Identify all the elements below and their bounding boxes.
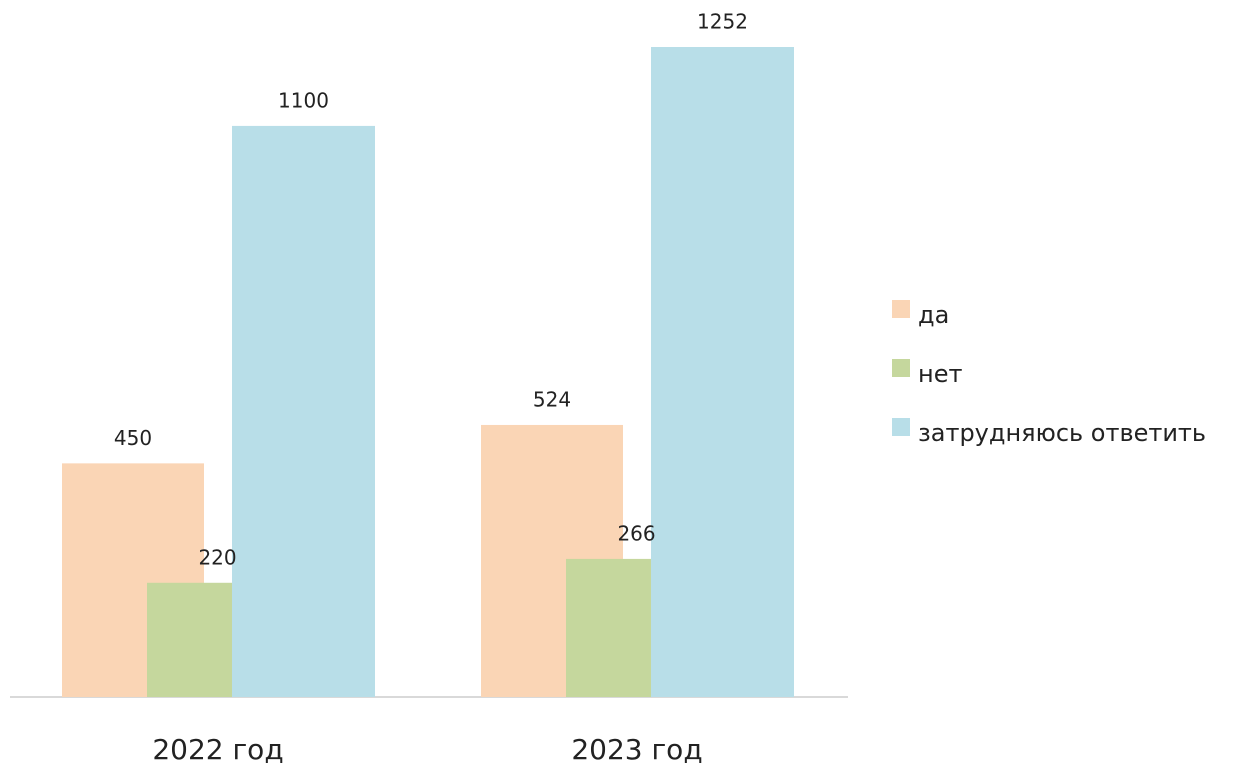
bar bbox=[651, 47, 794, 697]
bar bbox=[147, 582, 232, 697]
x-tick-label: 2022 год bbox=[152, 733, 283, 766]
value-label: 524 bbox=[533, 387, 571, 411]
x-tick-label: 2023 год bbox=[571, 733, 702, 766]
value-label: 220 bbox=[198, 545, 236, 569]
value-label: 450 bbox=[114, 426, 152, 450]
value-label: 1252 bbox=[697, 10, 748, 34]
value-label: 266 bbox=[617, 521, 655, 545]
legend-swatch bbox=[892, 359, 910, 377]
value-label: 1100 bbox=[278, 88, 329, 112]
legend-label: нет bbox=[918, 360, 962, 388]
bar bbox=[232, 125, 375, 697]
legend-label: затрудняюсь ответить bbox=[918, 419, 1206, 447]
legend-swatch bbox=[892, 418, 910, 436]
bar bbox=[566, 558, 651, 697]
legend-swatch bbox=[892, 300, 910, 318]
legend-label: да bbox=[918, 301, 949, 329]
